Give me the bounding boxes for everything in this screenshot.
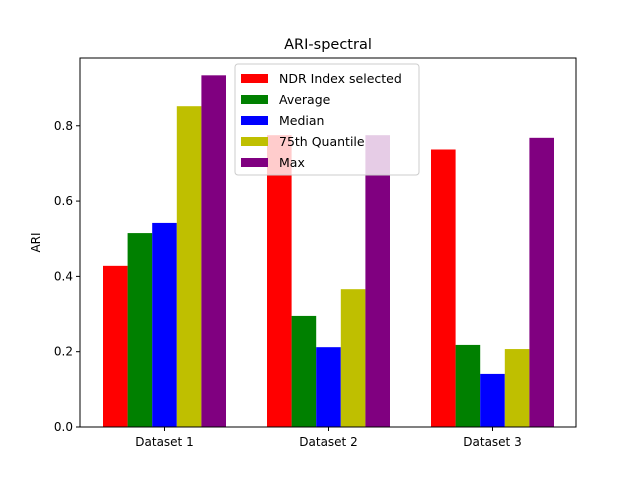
x-tick-label: Dataset 2 (299, 435, 357, 449)
bars-group (103, 75, 554, 427)
axes-group: 0.0 0.2 0.4 0.6 0.8 Dataset 1 Dataset 2 Dataset… (54, 57, 577, 449)
legend-box (234, 63, 420, 176)
y-tick-label: 0.6 (54, 194, 73, 208)
bar-max-1 (201, 75, 226, 427)
bar-median-3 (480, 373, 505, 427)
bar-average-2 (291, 315, 317, 427)
legend-label: Median (279, 113, 324, 128)
legend-swatch (241, 95, 268, 104)
legend-label: Max (279, 155, 305, 170)
bar-75th-quantile-2 (340, 289, 366, 427)
bar-average-3 (455, 344, 481, 427)
bar-75th-quantile-3 (504, 349, 530, 427)
y-tick-label: 0.4 (54, 269, 73, 283)
bar-ndr-index-selected-1 (103, 265, 128, 427)
chart-title: ARI-spectral (284, 37, 372, 53)
legend-swatch (241, 158, 268, 167)
bar-median-2 (316, 347, 341, 427)
legend-label: Average (279, 92, 331, 107)
bar-75th-quantile-1 (176, 106, 202, 427)
bar-max-3 (529, 137, 554, 427)
y-tick-label: 0.8 (54, 119, 73, 133)
bar-ndr-index-selected-2 (267, 135, 292, 427)
bar-median-1 (152, 222, 177, 427)
x-tick-label: Dataset 1 (135, 435, 193, 449)
bar-ndr-index-selected-3 (431, 149, 456, 427)
bar-average-1 (127, 233, 153, 427)
legend-swatch (241, 137, 268, 146)
y-tick-label: 0.0 (54, 420, 73, 434)
y-axis-label: ARI (29, 232, 43, 252)
legend-label: NDR Index selected (279, 71, 402, 86)
legend-swatch (241, 74, 268, 83)
bar-max-2 (365, 135, 390, 427)
legend: NDR Index selected Average Median 75th Quan… (234, 63, 420, 176)
x-tick-label: Dataset 3 (463, 435, 521, 449)
legend-label: 75th Quantile (279, 134, 365, 149)
legend-swatch (241, 116, 268, 125)
y-tick-label: 0.2 (54, 345, 73, 359)
